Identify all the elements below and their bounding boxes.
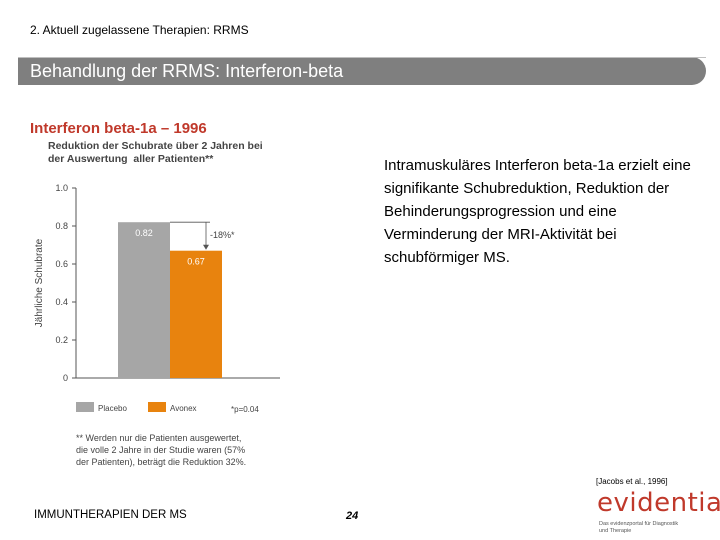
y-tick-label: 0.6 [55, 259, 68, 269]
logo-tagline: Das evidenzportal für Diagnostik und The… [599, 521, 679, 534]
chart-footnote: ** Werden nur die Patienten ausgewertet,… [76, 433, 247, 467]
legend-label-placebo: Placebo [98, 404, 127, 413]
section-subtitle: Interferon beta-1a – 1996 [30, 120, 207, 137]
bar-placebo [118, 222, 170, 378]
footer-left-text: IMMUNTHERAPIEN DER MS [34, 509, 187, 521]
bar-avonex [170, 250, 222, 378]
y-tick-label: 0.4 [55, 297, 68, 307]
evidentia-logo[interactable]: evidentia Das evidenzportal für Diagnost… [597, 488, 720, 534]
logo-wordmark: evidentia [597, 488, 720, 518]
reduction-annotation: -18%* [210, 230, 235, 240]
chart-title: Reduktion der Schubrate über 2 Jahren be… [48, 140, 263, 165]
legend-swatch-placebo [76, 402, 94, 412]
title-bar-highlight [18, 57, 706, 58]
bar-value-label: 0.82 [135, 228, 153, 238]
legend-swatch-avonex [148, 402, 166, 412]
legend-label-avonex: Avonex [170, 404, 197, 413]
y-axis-label: Jährliche Schubrate [34, 238, 45, 327]
slide-title: Behandlung der RRMS: Interferon-beta [30, 61, 344, 81]
breadcrumb: 2. Aktuell zugelassene Therapien: RRMS [30, 23, 249, 37]
bar-chart: 0 0.2 0.4 0.6 0.8 1.0 Jährliche Schubrate 0.8… [34, 183, 280, 414]
pvalue-note: *p=0.04 [231, 405, 259, 414]
y-tick-label: 0 [63, 373, 68, 383]
citation: [Jacobs et al., 1996] [596, 477, 668, 486]
bar-value-label: 0.67 [187, 257, 205, 267]
y-tick-label: 1.0 [55, 183, 68, 193]
annotation-arrowhead [203, 244, 209, 250]
y-tick-label: 0.2 [55, 335, 68, 345]
page-number: 24 [346, 510, 359, 522]
y-tick-label: 0.8 [55, 221, 68, 231]
title-bar: Behandlung der RRMS: Interferon-beta [18, 57, 706, 85]
body-text: Intramuskuläres Interferon beta-1a erzie… [384, 157, 691, 266]
